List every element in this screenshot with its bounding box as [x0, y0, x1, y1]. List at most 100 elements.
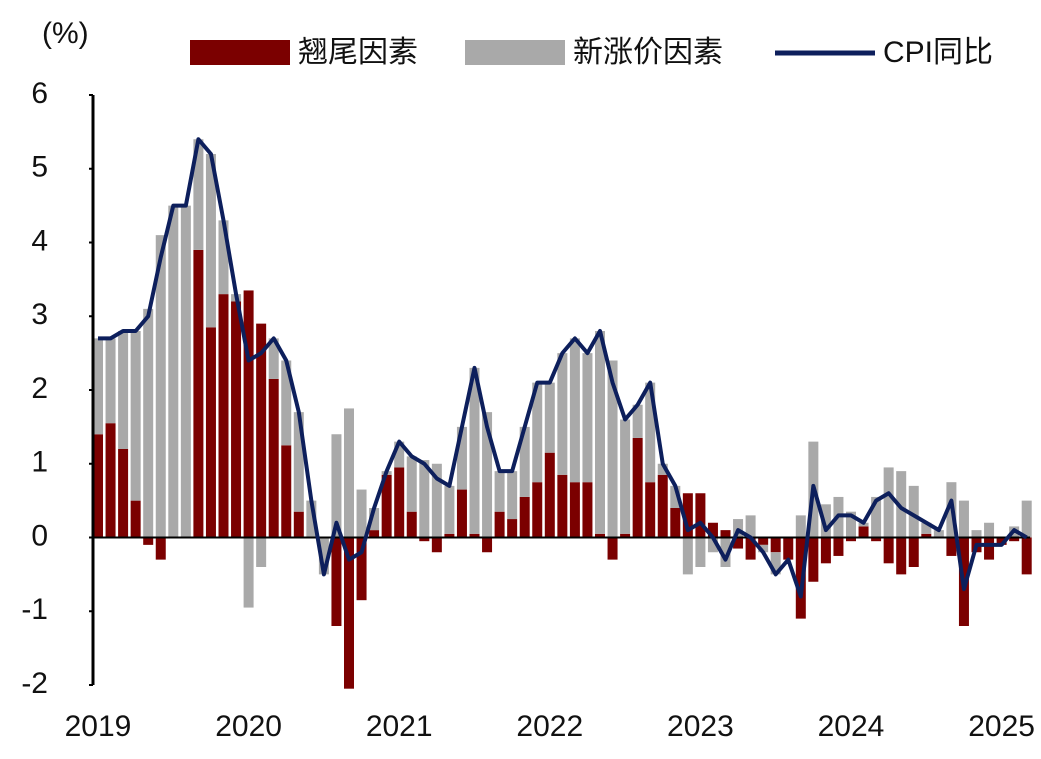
bar	[833, 537, 844, 556]
bar	[770, 537, 781, 553]
bar	[695, 537, 706, 567]
bar	[808, 537, 819, 582]
bar	[293, 412, 304, 512]
bar	[293, 511, 304, 538]
bar	[519, 426, 530, 497]
bar	[758, 544, 769, 553]
bar	[268, 338, 279, 379]
bar	[795, 537, 806, 619]
x-tick-label: 2022	[516, 710, 583, 743]
bar	[344, 537, 354, 689]
bar	[118, 331, 129, 449]
bar	[406, 456, 417, 512]
bar	[670, 485, 681, 508]
bar	[733, 537, 744, 549]
unit-label: (%)	[42, 17, 89, 50]
bar	[469, 367, 480, 534]
bar	[557, 353, 568, 475]
y-tick-label: 4	[31, 224, 48, 257]
bar	[130, 500, 141, 538]
bar	[369, 508, 380, 531]
bar	[1021, 500, 1032, 538]
bar	[456, 426, 467, 490]
bar	[595, 533, 605, 538]
bar	[205, 327, 216, 538]
bar	[394, 467, 405, 538]
bar	[369, 530, 380, 538]
bar	[783, 537, 794, 560]
bar	[896, 537, 907, 575]
bar	[607, 360, 618, 538]
bar	[871, 496, 882, 538]
bar	[820, 537, 831, 564]
bar	[569, 338, 580, 483]
bar	[846, 537, 856, 542]
x-tick-label: 2021	[366, 710, 433, 743]
bar	[695, 493, 706, 538]
bar	[908, 537, 919, 567]
bar	[745, 515, 756, 538]
bar	[231, 301, 242, 538]
bar	[908, 485, 919, 538]
bar	[921, 533, 932, 538]
line	[98, 137, 1028, 599]
y-tick-label: 3	[31, 298, 48, 331]
bar	[657, 474, 668, 538]
bar	[707, 537, 718, 553]
bar	[795, 515, 806, 538]
bar	[218, 220, 229, 295]
bar	[996, 537, 1007, 545]
bar	[180, 205, 191, 538]
y-tick-label: 6	[31, 77, 48, 110]
bar	[306, 500, 317, 538]
bar	[582, 353, 593, 483]
bar	[858, 526, 869, 538]
legend-label: 翘尾因素	[298, 36, 418, 69]
y-tick-label: -2	[21, 667, 48, 700]
bar	[444, 485, 455, 534]
bar	[958, 500, 969, 538]
bar	[456, 489, 467, 538]
bar	[143, 537, 154, 545]
bar	[419, 537, 430, 542]
x-tick-label: 2020	[215, 710, 282, 743]
bar	[143, 308, 154, 538]
y-tick-label: 2	[31, 372, 48, 405]
bar	[682, 493, 693, 538]
bar	[356, 489, 367, 538]
legend-label: CPI同比	[883, 36, 993, 69]
bar	[871, 537, 882, 542]
bar	[431, 537, 442, 553]
bar	[896, 471, 907, 538]
bar	[620, 419, 631, 534]
bar	[607, 537, 618, 560]
bar	[632, 437, 643, 538]
bar	[544, 452, 555, 538]
bar	[431, 463, 442, 538]
bar	[331, 434, 342, 538]
bar	[582, 482, 593, 538]
bar	[557, 474, 568, 538]
bar	[645, 482, 656, 538]
bar	[645, 382, 656, 483]
bar	[507, 471, 518, 520]
bar	[984, 537, 995, 560]
bar	[381, 474, 392, 538]
bar	[544, 382, 555, 453]
bar	[946, 537, 957, 556]
bar	[394, 441, 405, 468]
bar	[130, 331, 141, 501]
bar	[193, 249, 204, 538]
bar	[419, 460, 430, 538]
bar	[820, 504, 831, 538]
bar	[218, 294, 229, 538]
x-tick-label: 2024	[818, 710, 885, 743]
y-tick-label: 1	[31, 446, 48, 479]
bar	[243, 537, 254, 608]
bar	[281, 445, 292, 538]
bar	[670, 508, 681, 538]
bar	[281, 360, 292, 446]
x-tick-label: 2023	[667, 710, 734, 743]
bar	[971, 530, 982, 538]
